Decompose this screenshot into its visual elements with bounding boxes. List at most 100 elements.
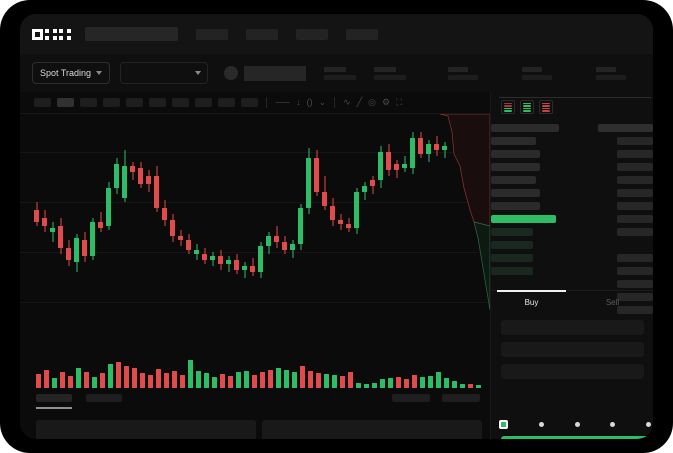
amount-field[interactable] <box>501 364 644 379</box>
step-dot-2[interactable] <box>538 421 544 427</box>
orderbook-header-row[interactable] <box>491 124 560 132</box>
chart-type-icon[interactable]: ↓ <box>296 97 301 107</box>
orderbook-mode-bids[interactable] <box>520 100 534 114</box>
orderbook-mode-both[interactable] <box>501 100 515 114</box>
candle <box>194 114 199 329</box>
okx-logo[interactable] <box>32 28 71 40</box>
timeframe-button-5[interactable] <box>126 98 143 107</box>
timeframe-button-7[interactable] <box>172 98 189 107</box>
volume-bar <box>404 379 409 388</box>
chart-gridline-4 <box>20 302 490 303</box>
candle-wick <box>52 222 53 242</box>
volume-bar <box>172 371 177 388</box>
orderbook-bid-row[interactable] <box>491 254 534 262</box>
candle <box>266 114 271 329</box>
confirm-order-button[interactable] <box>501 436 653 439</box>
tab-sell[interactable]: Sell <box>572 291 653 314</box>
candle-body <box>250 266 255 272</box>
candle-body <box>202 254 207 260</box>
ask-depth-area <box>440 114 490 227</box>
drawing-tool-icon[interactable]: ╱ <box>356 97 363 107</box>
spot-trading-selector[interactable]: Spot Trading <box>32 62 111 84</box>
price-field[interactable] <box>501 342 644 357</box>
bottom-panel-1[interactable] <box>36 420 256 439</box>
bottom-action-1[interactable] <box>392 394 430 402</box>
orderbook-bid-row[interactable] <box>491 241 534 249</box>
orderbook-spread-row[interactable] <box>491 215 556 223</box>
step-dot-5[interactable] <box>646 421 651 427</box>
candle-body <box>402 164 407 168</box>
candle-body <box>354 192 359 228</box>
orderbook-ask-row[interactable] <box>491 163 540 171</box>
tab-buy[interactable]: Buy <box>491 290 572 314</box>
indicator-icon[interactable]: ⸺ <box>275 97 291 107</box>
timeframe-button-6[interactable] <box>149 98 166 107</box>
orderbook-bid-row[interactable] <box>491 228 534 236</box>
settings-icon[interactable]: ⚙ <box>381 97 391 107</box>
timeframe-button-3[interactable] <box>80 98 97 107</box>
orderbook[interactable] <box>491 120 653 314</box>
candle-body <box>322 192 327 206</box>
timeframe-button-2[interactable] <box>57 98 74 107</box>
candle-body <box>306 158 311 208</box>
volume-bar <box>436 372 441 388</box>
nav-item-3[interactable] <box>296 28 328 40</box>
candle <box>138 114 143 329</box>
dropdown-icon[interactable]: ⌄ <box>318 97 327 107</box>
candle-body <box>210 256 215 260</box>
timeframe-button-9[interactable] <box>218 98 235 107</box>
bottom-tab-open-orders[interactable] <box>36 394 72 409</box>
candlestick-chart[interactable] <box>20 114 490 329</box>
order-type-field[interactable] <box>501 320 644 335</box>
orderbook-ask-row[interactable] <box>491 137 537 145</box>
fullscreen-icon[interactable]: ⛶ <box>396 97 403 107</box>
volume-bar <box>92 377 97 388</box>
volume-bar <box>180 375 185 388</box>
compare-icon[interactable]: () <box>306 97 313 107</box>
timeframe-button-4[interactable] <box>103 98 120 107</box>
orderbook-ask-row[interactable] <box>491 150 540 158</box>
bottom-action-2[interactable] <box>442 394 480 402</box>
candle <box>258 114 263 329</box>
order-form <box>501 320 644 386</box>
screen: Spot Trading <box>20 14 653 439</box>
snapshot-icon[interactable]: ◎ <box>368 97 376 107</box>
search-input[interactable] <box>85 27 178 41</box>
candle-body <box>138 168 143 184</box>
candle <box>210 114 215 329</box>
candle-body <box>298 208 303 244</box>
candle <box>42 114 47 329</box>
candle <box>442 114 447 329</box>
orderbook-ask-row[interactable] <box>491 189 540 197</box>
trading-pair-selector[interactable] <box>120 62 209 84</box>
volume-bar <box>268 370 273 388</box>
timeframe-button-10[interactable] <box>241 98 258 107</box>
nav-item-2[interactable] <box>246 28 278 40</box>
volume-bar <box>316 373 321 388</box>
step-dot-3[interactable] <box>574 421 580 427</box>
candle <box>34 114 39 329</box>
orderbook-mode-asks[interactable] <box>539 100 553 114</box>
orderbook-size-row <box>617 137 653 145</box>
step-dot-4[interactable] <box>610 421 616 427</box>
orderbook-size-row <box>617 267 653 275</box>
candle-body <box>418 138 423 154</box>
nav-item-4[interactable] <box>346 28 378 40</box>
timeframe-button-8[interactable] <box>195 98 212 107</box>
orderbook-bid-row[interactable] <box>491 267 534 275</box>
chevron-down-icon <box>96 71 103 75</box>
volume-bar <box>340 376 345 388</box>
trading-sidebar: Buy Sell <box>490 92 653 439</box>
bottom-tab-order-history[interactable] <box>86 394 122 402</box>
candle <box>386 114 391 329</box>
nav-item-1[interactable] <box>196 28 228 40</box>
bottom-panel-2[interactable] <box>262 420 482 439</box>
orderbook-ask-row[interactable] <box>491 202 540 210</box>
orderbook-ask-row[interactable] <box>491 176 537 184</box>
step-dot-1[interactable] <box>499 419 508 429</box>
timeframe-button-1[interactable] <box>34 98 51 107</box>
line-chart-icon[interactable]: ∿ <box>343 97 351 107</box>
logo-x-icon-1 <box>45 28 57 40</box>
volume-bar <box>444 378 449 388</box>
candle <box>290 114 295 329</box>
